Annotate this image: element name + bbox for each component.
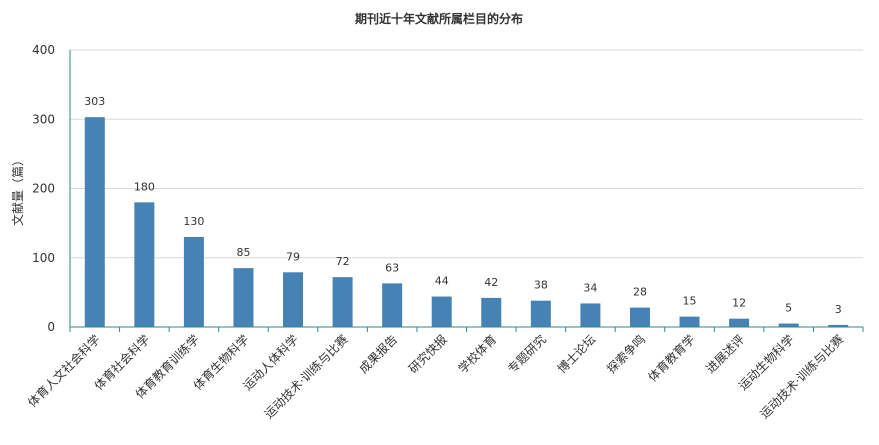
- data-label: 5: [785, 302, 792, 315]
- bar: [283, 272, 304, 327]
- data-labels: 303 180 130 85 79 72 63 44 42 38 34 28 15 12 5 3: [84, 95, 841, 316]
- y-tick-label: 400: [32, 43, 55, 57]
- category-label: 博士论坛: [554, 332, 599, 377]
- data-label: 79: [286, 250, 300, 263]
- category-label: 运动技术·训练与比赛: [757, 332, 847, 422]
- data-label: 180: [134, 180, 155, 193]
- category-label: 学校体育: [455, 332, 500, 377]
- data-label: 42: [484, 276, 498, 289]
- data-label: 303: [84, 95, 105, 108]
- category-label: 研究快报: [405, 332, 450, 377]
- data-label: 3: [835, 303, 842, 316]
- bar: [778, 323, 799, 327]
- bar: [629, 307, 650, 327]
- data-label: 72: [336, 255, 350, 268]
- bar: [828, 324, 849, 327]
- category-label: 成果报告: [356, 332, 401, 377]
- bar: [679, 316, 700, 327]
- bar: [84, 117, 105, 327]
- data-label: 63: [385, 261, 399, 274]
- bar: [481, 297, 502, 327]
- y-tick-labels: 0 100 200 300 400: [32, 43, 55, 334]
- bar: [233, 268, 254, 327]
- data-label: 85: [236, 246, 250, 259]
- category-label: 运动技术·训练与比赛: [261, 332, 351, 422]
- bar: [431, 296, 452, 327]
- category-label: 进展述评: [703, 332, 747, 376]
- data-label: 15: [683, 295, 697, 308]
- grid-lines: [70, 49, 863, 259]
- category-label: 探索争鸣: [604, 332, 649, 377]
- bar: [382, 283, 403, 327]
- bar: [332, 277, 353, 327]
- bars: [84, 117, 849, 327]
- category-label: 专题研究: [504, 332, 549, 377]
- chart-title: 期刊近十年文献所属栏目的分布: [355, 11, 523, 26]
- y-tick-label: 200: [32, 182, 55, 196]
- y-tick-label: 0: [47, 320, 55, 334]
- category-label: 体育人文社会科学: [24, 332, 102, 410]
- bar: [729, 318, 750, 327]
- y-tick-label: 300: [32, 112, 55, 126]
- data-label: 28: [633, 286, 647, 299]
- x-tick-marks: [69, 327, 864, 332]
- bar: [530, 300, 551, 327]
- data-label: 44: [435, 275, 449, 288]
- data-label: 130: [183, 215, 204, 228]
- y-axis-label: 文献量（篇）: [10, 154, 25, 226]
- data-label: 38: [534, 279, 548, 292]
- y-tick-label: 100: [32, 251, 55, 265]
- data-label: 12: [732, 297, 746, 310]
- bar: [183, 236, 204, 327]
- bar: [580, 303, 601, 327]
- bar: [134, 202, 155, 327]
- data-label: 34: [583, 281, 597, 294]
- category-label: 体育教育学: [645, 332, 698, 385]
- category-labels: 体育人文社会科学体育社会科学体育教育训练学体育生物科学运动人体科学运动技术·训练…: [24, 332, 846, 422]
